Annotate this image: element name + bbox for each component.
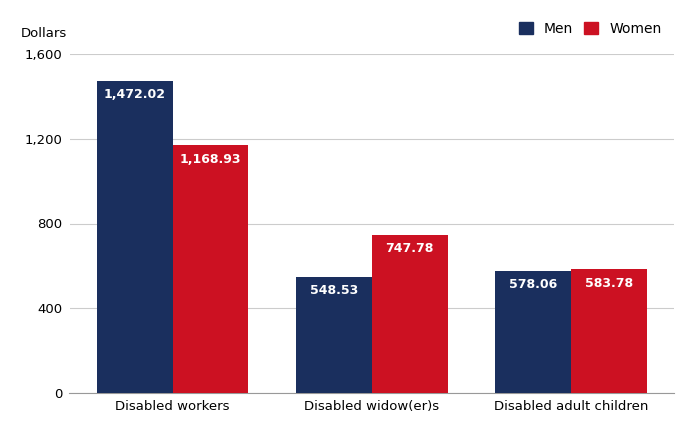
Bar (571, 270, 646, 393)
Text: 583.78: 583.78 (584, 277, 633, 290)
Text: 578.06: 578.06 (509, 278, 557, 291)
Bar (296, 277, 372, 393)
Bar (172, 145, 248, 393)
Text: 548.53: 548.53 (310, 284, 358, 297)
Text: Dollars: Dollars (21, 27, 67, 40)
Text: 747.78: 747.78 (386, 242, 434, 255)
Legend: Men, Women: Men, Women (514, 17, 667, 42)
Bar (496, 270, 571, 393)
Bar (372, 235, 448, 393)
Bar (97, 81, 172, 393)
Text: 1,168.93: 1,168.93 (180, 152, 241, 165)
Text: 1,472.02: 1,472.02 (104, 88, 166, 101)
